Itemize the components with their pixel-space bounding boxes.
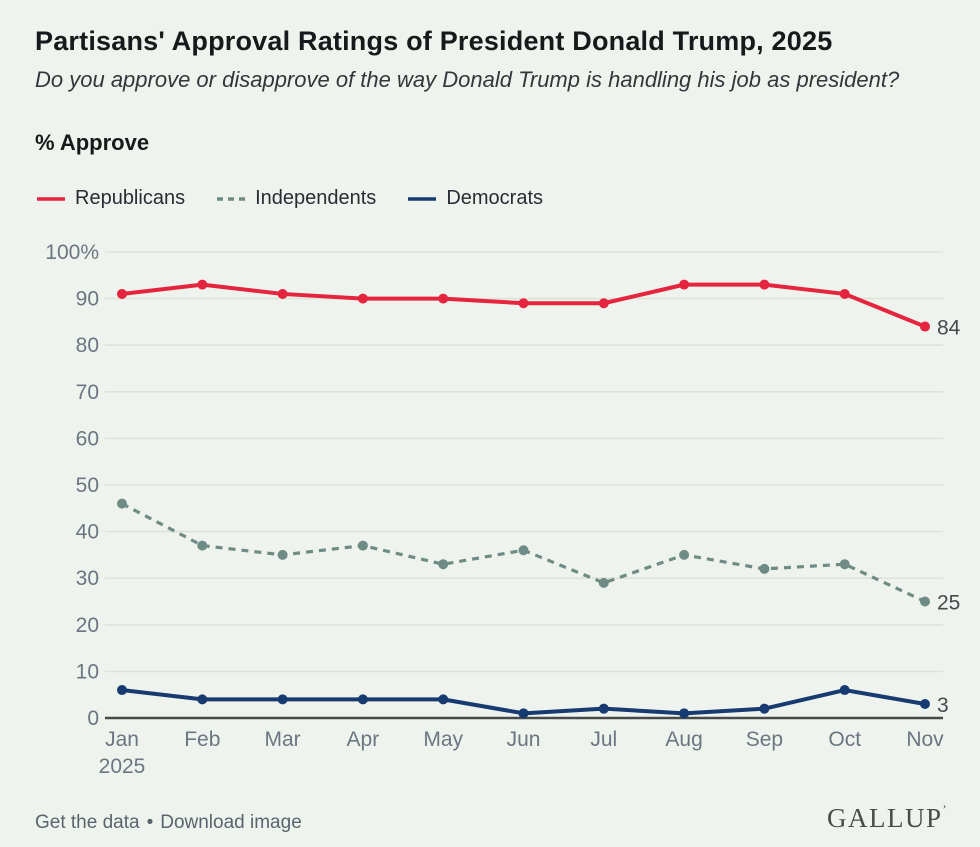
- y-tick-label-20: 20: [76, 614, 99, 637]
- y-tick-label-60: 60: [76, 427, 99, 450]
- republicans-point-jun: [518, 298, 529, 309]
- get-the-data-link[interactable]: Get the data: [35, 812, 140, 833]
- legend-label: Republicans: [75, 187, 186, 209]
- democrats-point-oct: [839, 685, 850, 696]
- x-tick-label-mar: Mar: [265, 728, 301, 751]
- legend-swatch-democrats: [408, 196, 437, 201]
- independents-end-label: 25: [937, 592, 960, 615]
- y-tick-label-0: 0: [87, 707, 99, 730]
- y-tick-label-50: 50: [76, 474, 99, 497]
- x-tick-label-may: May: [423, 728, 463, 751]
- gallup-logo: GALLUP’: [827, 802, 948, 833]
- independents-point-nov: [920, 596, 930, 607]
- x-tick-label-jun: Jun: [507, 728, 541, 751]
- democrats-point-mar: [277, 694, 288, 705]
- legend-swatch-republicans: [37, 196, 65, 201]
- republicans-point-feb: [197, 279, 208, 290]
- democrats-point-jul: [598, 703, 609, 714]
- republicans-end-label: 84: [937, 317, 961, 340]
- independents-point-jun: [518, 545, 529, 556]
- x-axis-year-label: 2025: [99, 755, 146, 778]
- y-tick-label-70: 70: [76, 381, 99, 404]
- x-tick-label-feb: Feb: [184, 728, 220, 751]
- democrats-point-feb: [197, 694, 208, 705]
- republicans-point-sep: [759, 279, 770, 290]
- independents-point-jul: [598, 577, 609, 588]
- republicans-point-apr: [357, 293, 368, 304]
- democrats-point-aug: [679, 708, 690, 719]
- democrats-point-jan: [117, 685, 127, 696]
- x-tick-label-apr: Apr: [347, 728, 380, 751]
- independents-point-feb: [197, 540, 208, 551]
- democrats-point-may: [438, 694, 449, 705]
- x-tick-label-oct: Oct: [828, 728, 861, 751]
- x-tick-label-nov: Nov: [906, 728, 944, 751]
- independents-point-may: [438, 559, 449, 570]
- gallup-trademark-mark: ’: [942, 802, 948, 816]
- democrats-end-label: 3: [937, 694, 949, 717]
- republicans-point-nov: [920, 321, 930, 332]
- footer-links: Get the data • Download image: [35, 812, 302, 834]
- republicans-point-jan: [117, 288, 127, 299]
- page-title: Partisans' Approval Ratings of President…: [35, 26, 833, 56]
- legend-item-independents: Independents: [215, 187, 376, 210]
- legend-swatch-independents: [217, 196, 246, 201]
- independents-point-oct: [839, 559, 850, 570]
- legend-item-democrats: Democrats: [406, 187, 543, 210]
- republicans-point-mar: [277, 288, 288, 299]
- republicans-point-aug: [679, 279, 690, 290]
- footer-separator: •: [146, 812, 154, 833]
- legend-item-republicans: Republicans: [35, 187, 185, 210]
- y-tick-label-80: 80: [76, 334, 99, 357]
- y-tick-label-100: 100%: [45, 241, 99, 264]
- democrats-point-sep: [759, 703, 770, 714]
- x-tick-label-jan: Jan: [105, 728, 139, 751]
- independents-point-jan: [117, 498, 127, 509]
- y-tick-label-90: 90: [76, 288, 99, 311]
- independents-point-apr: [357, 540, 368, 551]
- legend-label: Democrats: [446, 187, 544, 209]
- download-image-link[interactable]: Download image: [160, 812, 302, 833]
- x-tick-label-aug: Aug: [665, 728, 702, 751]
- republicans-point-may: [438, 293, 449, 304]
- x-tick-label-jul: Jul: [590, 728, 617, 751]
- x-tick-label-sep: Sep: [746, 728, 783, 751]
- chart-legend: Republicans Independents Democrats: [35, 187, 543, 210]
- y-tick-label-30: 30: [76, 567, 99, 590]
- democrats-point-nov: [920, 699, 930, 710]
- measure-label: % Approve: [35, 130, 150, 155]
- republicans-point-jul: [598, 298, 609, 309]
- y-tick-label-40: 40: [76, 521, 99, 544]
- independents-point-mar: [277, 549, 288, 560]
- y-tick-label-10: 10: [76, 660, 99, 683]
- legend-label: Independents: [255, 187, 377, 209]
- independents-point-sep: [759, 563, 770, 574]
- survey-question-subtitle: Do you approve or disapprove of the way …: [35, 67, 900, 92]
- republicans-point-oct: [839, 288, 850, 299]
- democrats-point-jun: [518, 708, 529, 719]
- democrats-point-apr: [357, 694, 368, 705]
- independents-point-aug: [679, 549, 690, 560]
